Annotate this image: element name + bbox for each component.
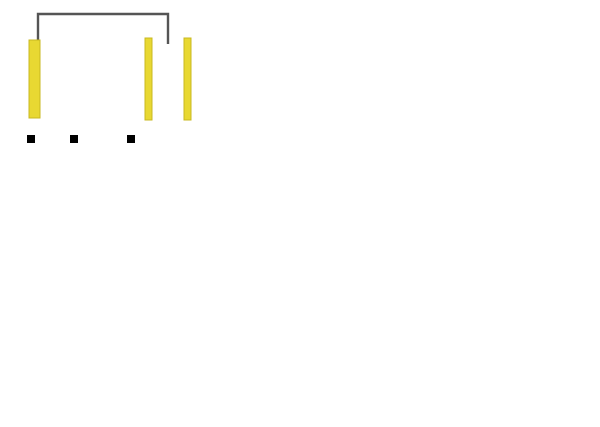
current-vs-intensity-chart [195,283,395,427]
photoresponse-comparison-chart [395,0,600,143]
panel-f [395,143,600,283]
device-schematic [27,12,192,143]
spectral-response-chart [395,143,600,283]
panel-g [0,283,195,427]
panel-h [195,283,395,427]
cntf-electrode-right-2 [183,37,192,121]
cntf-electrode-right-1 [144,37,153,121]
znhcf-swatch [70,135,78,143]
zno-swatch [27,135,35,143]
circuit-wire [36,12,170,44]
panel-b [195,0,395,143]
response-time-chart [0,143,195,283]
panel-c [395,0,600,143]
responsivity-vs-power-chart [0,283,195,427]
cntf-electrode-left [28,39,41,119]
panel-d [0,143,195,283]
intensity-dependent-pulses-chart [195,143,395,283]
iv-curve-chart [195,0,395,143]
schematic-legend [27,135,135,143]
benchmark-comparison-chart [395,283,600,427]
panel-i [395,283,600,427]
panel-e [195,143,395,283]
cntf-swatch [127,135,135,143]
panel-a [0,0,195,143]
